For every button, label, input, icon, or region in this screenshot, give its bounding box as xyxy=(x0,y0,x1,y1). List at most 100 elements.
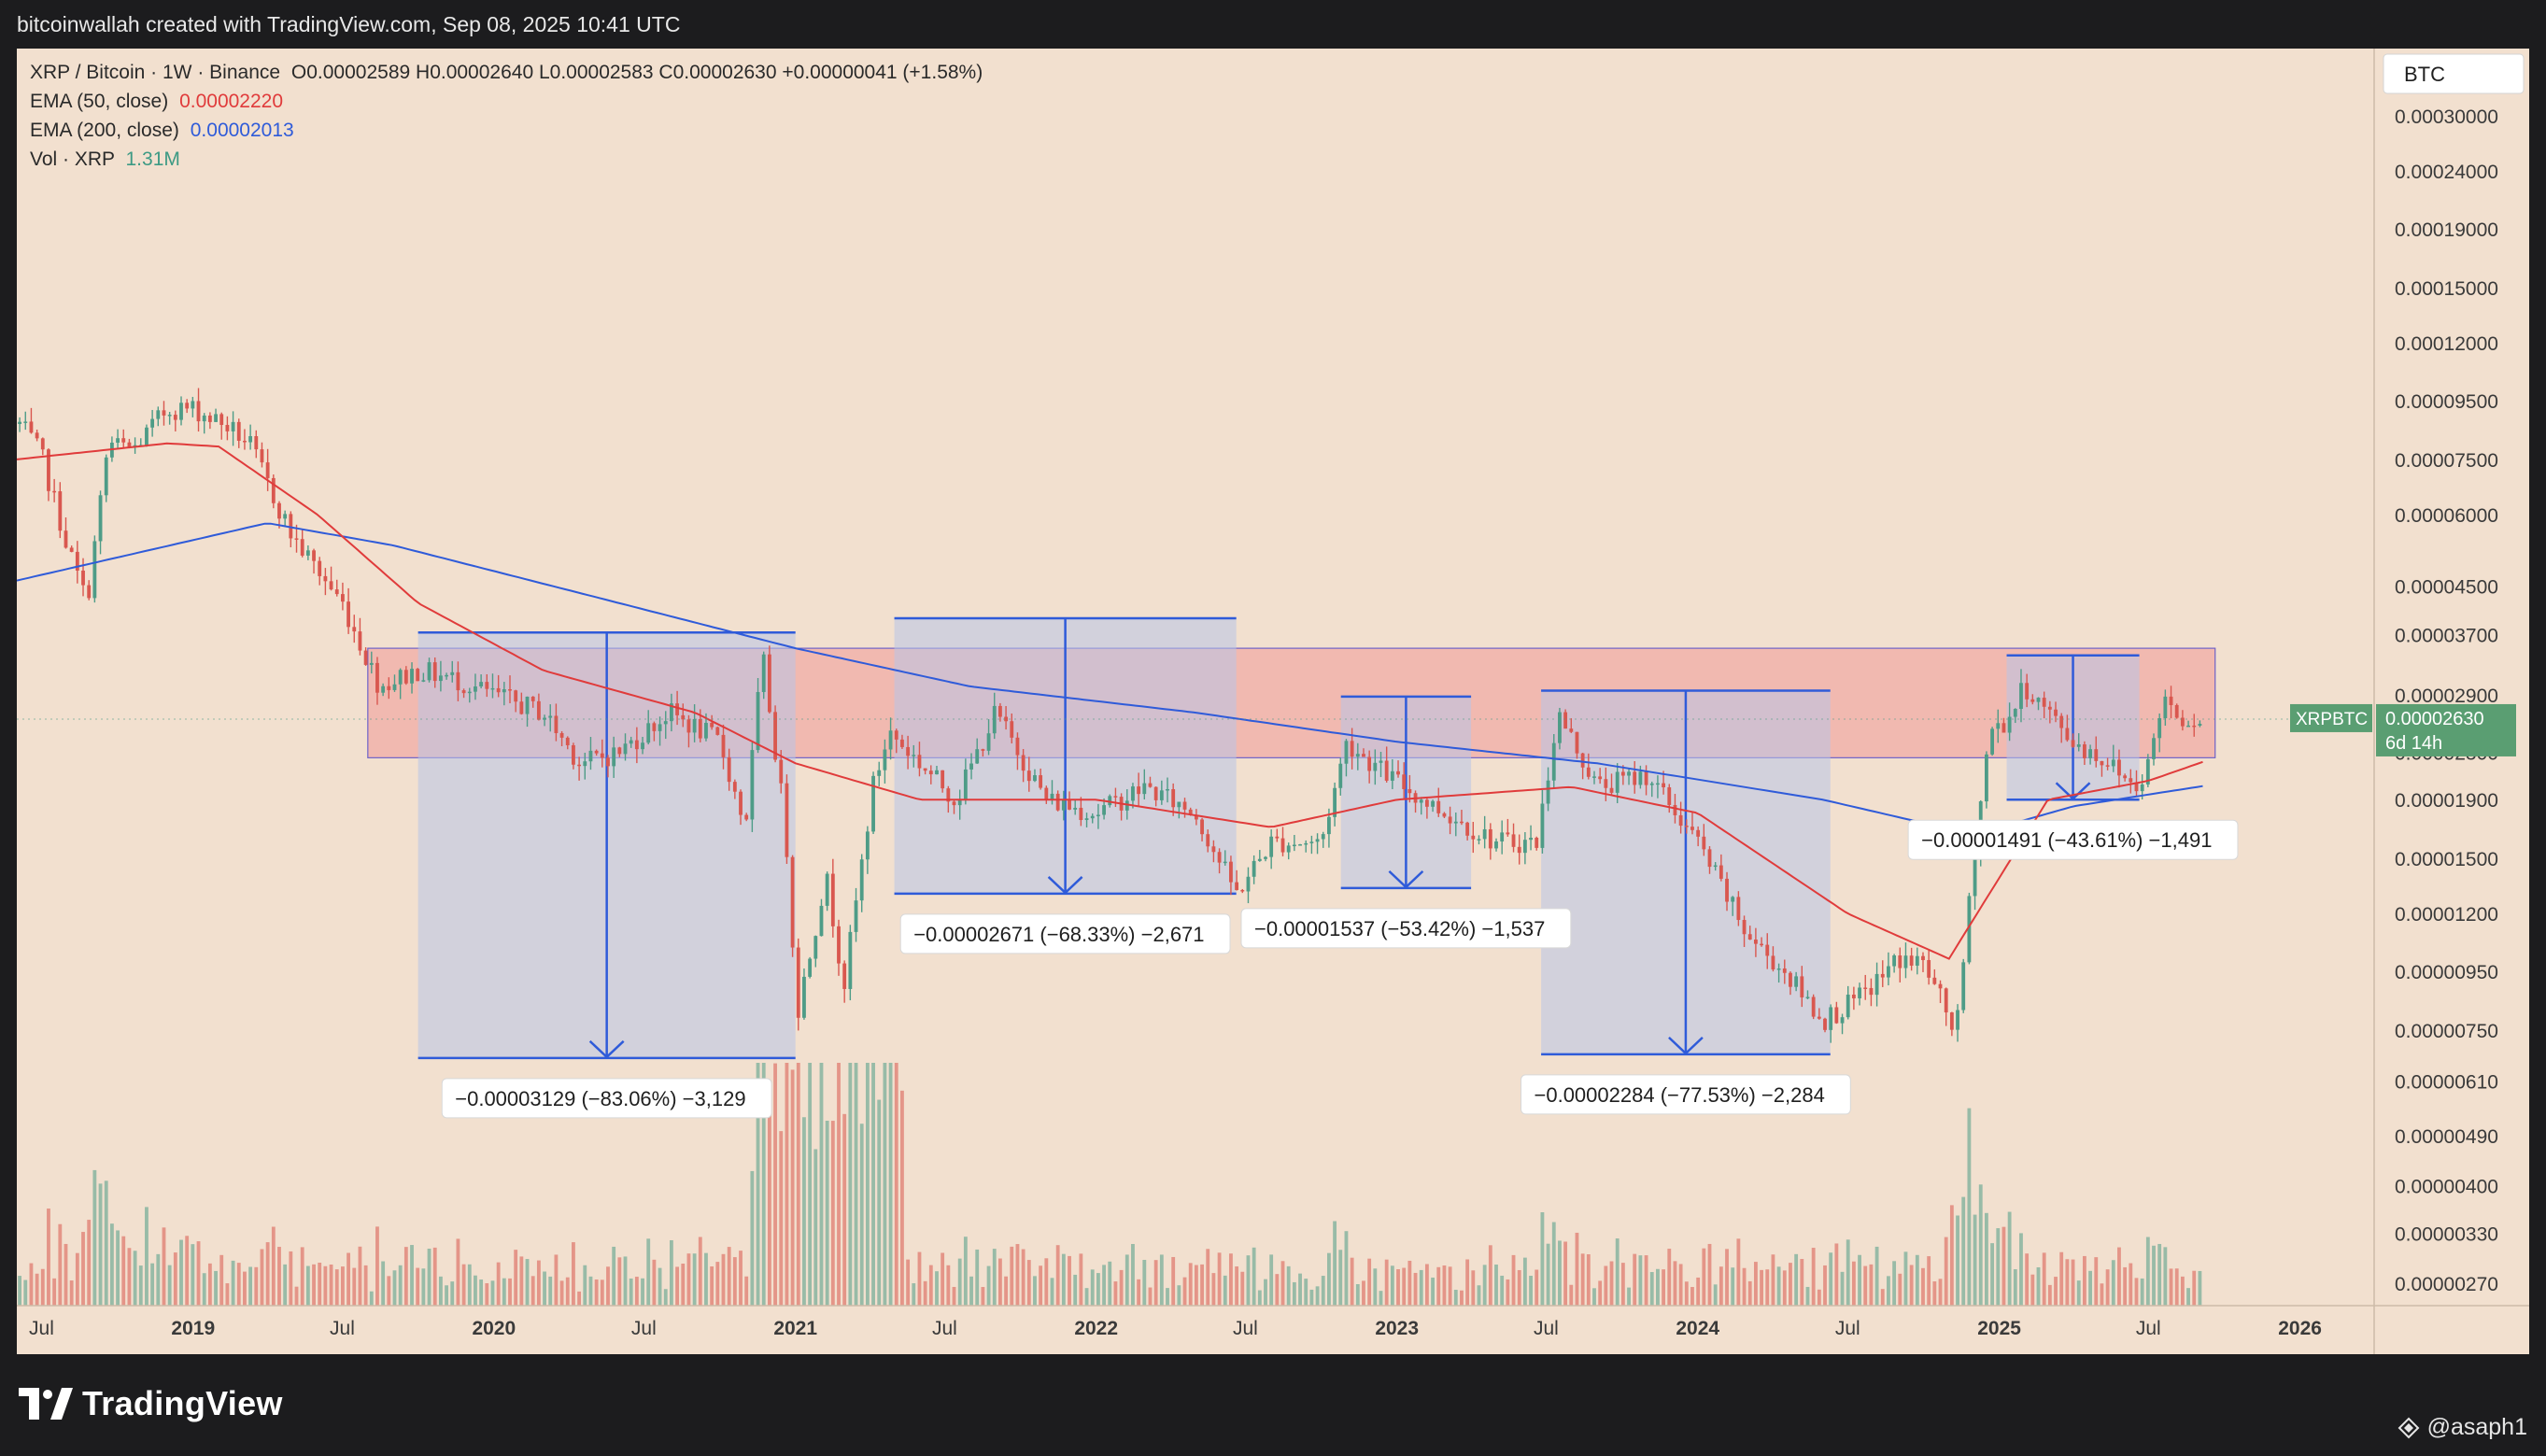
x-tick-label: 2022 xyxy=(1074,1318,1118,1339)
volume-bar xyxy=(1333,1221,1337,1306)
candle xyxy=(340,582,345,611)
volume-bar xyxy=(1148,1287,1153,1306)
candle xyxy=(871,771,875,835)
volume-bar xyxy=(1407,1260,1412,1306)
volume-bar xyxy=(29,1263,34,1306)
legend-volume-row[interactable]: Vol · XRP 1.31M xyxy=(30,145,983,174)
volume-bar xyxy=(796,1063,800,1306)
volume-bar xyxy=(986,1265,991,1306)
symbol-name[interactable]: XRP / Bitcoin · 1W · Binance xyxy=(30,62,281,83)
volume-bar xyxy=(1275,1274,1280,1306)
candle xyxy=(64,516,68,549)
candle xyxy=(1707,846,1712,874)
candle xyxy=(1649,781,1654,798)
volume-bar xyxy=(1090,1269,1095,1306)
volume-bar xyxy=(1903,1251,1908,1306)
candle xyxy=(1644,765,1648,796)
volume-bar xyxy=(525,1259,530,1306)
volume-bar xyxy=(1747,1280,1752,1306)
candle xyxy=(2054,701,2058,723)
volume-bar xyxy=(1846,1239,1850,1306)
legend-ema50-row[interactable]: EMA (50, close) 0.00002220 xyxy=(30,87,983,116)
candle xyxy=(923,768,927,775)
volume-bar xyxy=(1535,1269,1539,1306)
candle xyxy=(1015,732,1020,770)
volume-bar xyxy=(1829,1252,1833,1306)
volume-bar xyxy=(1938,1279,1943,1306)
volume-bar xyxy=(1546,1243,1550,1306)
candle xyxy=(1402,762,1407,799)
candle xyxy=(398,668,403,700)
volume-bar xyxy=(623,1256,628,1306)
volume-bar xyxy=(1482,1265,1487,1306)
candle xyxy=(1932,968,1937,985)
candle xyxy=(1419,797,1423,815)
tradingview-brand[interactable]: TradingView xyxy=(19,1380,283,1427)
candle xyxy=(1823,1017,1827,1033)
currency-button[interactable]: BTC xyxy=(2383,53,2525,94)
candle xyxy=(2169,686,2173,719)
volume-bar xyxy=(289,1251,293,1306)
candle xyxy=(957,789,962,820)
candle xyxy=(900,734,904,749)
candle xyxy=(392,674,397,692)
volume-bar xyxy=(283,1264,288,1306)
volume-bar xyxy=(243,1271,247,1306)
volume-bar xyxy=(1684,1281,1689,1306)
candle xyxy=(583,752,587,780)
volume-bar xyxy=(790,1069,795,1306)
volume-bar xyxy=(1604,1265,1608,1306)
price-chart[interactable]: −0.00003129 (−83.06%) −3,129 −0.00002671 … xyxy=(17,49,2529,1354)
volume-bar xyxy=(658,1267,662,1306)
ema50-label: EMA (50, close) xyxy=(30,91,169,112)
candle xyxy=(1494,838,1498,852)
volume-bar xyxy=(663,1289,668,1306)
candle xyxy=(1090,813,1095,824)
candle xyxy=(1396,760,1400,778)
candle xyxy=(1535,836,1539,851)
volume-bar xyxy=(2036,1266,2041,1306)
candle xyxy=(410,662,414,694)
candle xyxy=(1840,1013,1845,1035)
volume-bar xyxy=(952,1286,956,1306)
volume-bar xyxy=(1494,1265,1498,1306)
volume-bar xyxy=(612,1246,616,1306)
volume-bar xyxy=(692,1253,697,1306)
volume-bar xyxy=(2145,1237,2150,1306)
candle xyxy=(894,728,898,754)
volume-bar xyxy=(1309,1289,1314,1306)
author-tag[interactable]: @asaph1 xyxy=(2397,1414,2527,1441)
candle xyxy=(600,739,604,768)
candle xyxy=(1903,942,1908,979)
volume-bar xyxy=(969,1276,973,1306)
candle xyxy=(1010,713,1014,743)
candle xyxy=(790,855,795,957)
candle xyxy=(121,429,126,449)
volume-bar xyxy=(1379,1291,1383,1306)
volume-bar xyxy=(1558,1240,1562,1306)
candle xyxy=(837,919,841,976)
legend-ema200-row[interactable]: EMA (200, close) 0.00002013 xyxy=(30,116,983,145)
volume-bar xyxy=(559,1280,564,1306)
volume-bar xyxy=(1252,1247,1256,1306)
ema200-label: EMA (200, close) xyxy=(30,120,179,141)
volume-bar xyxy=(1465,1259,1470,1306)
chart-area[interactable]: −0.00003129 (−83.06%) −3,129 −0.00002671 … xyxy=(17,49,2529,1354)
candle xyxy=(1453,812,1458,837)
candle xyxy=(2157,713,2162,753)
volume-bar xyxy=(445,1285,448,1306)
x-tick-label: 2025 xyxy=(1977,1318,2021,1339)
candle xyxy=(2186,720,2190,728)
volume-bar xyxy=(588,1276,593,1306)
candle xyxy=(1805,990,1810,999)
candle xyxy=(2047,700,2052,724)
volume-bar xyxy=(727,1247,731,1306)
y-tick-label: 0.00006000 xyxy=(2395,505,2498,527)
candle xyxy=(69,545,74,553)
candle xyxy=(1465,821,1470,841)
candle xyxy=(485,673,489,698)
candle xyxy=(474,673,477,700)
candle xyxy=(612,736,616,778)
volume-bar xyxy=(1633,1253,1637,1306)
volume-bar xyxy=(1794,1253,1799,1306)
